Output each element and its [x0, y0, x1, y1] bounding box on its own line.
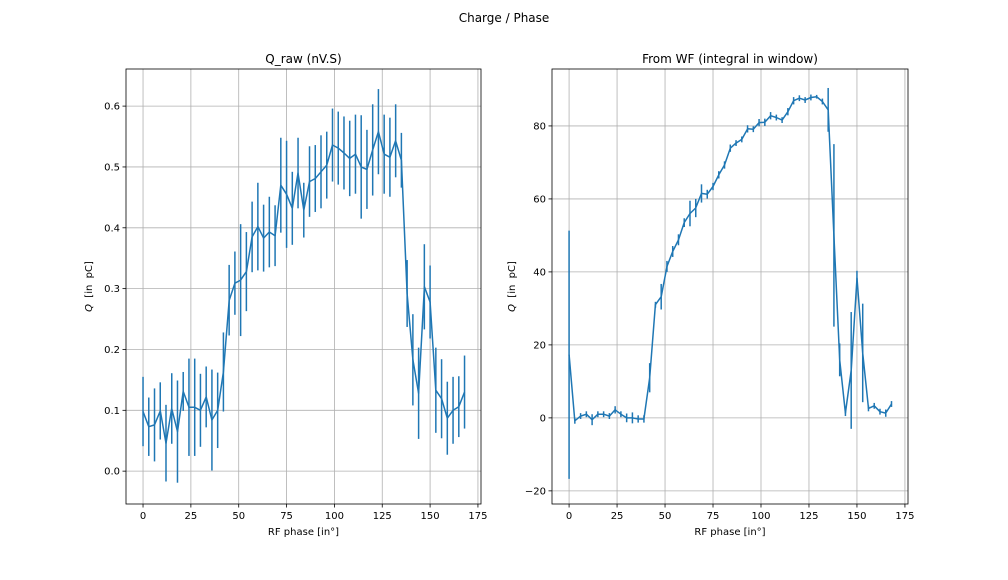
- x-tick-label: 0: [140, 511, 146, 522]
- x-tick-label: 150: [847, 511, 866, 522]
- y-axis-label-symbol: Q: [84, 304, 95, 312]
- x-tick-label: 175: [895, 511, 914, 522]
- data-line: [142, 130, 466, 444]
- x-tick-label: 125: [373, 511, 392, 522]
- x-tick-label: 25: [185, 511, 198, 522]
- subplot-title: From WF (integral in window): [642, 52, 818, 66]
- y-tick-label: 0.1: [104, 406, 120, 417]
- y-axis-label-unit: [in pC]: [507, 261, 518, 304]
- x-tick-label: 50: [232, 511, 245, 522]
- x-axis-label: RF phase [in°]: [694, 527, 765, 538]
- y-tick-label: 0.5: [104, 162, 120, 173]
- data-line: [568, 95, 893, 422]
- subplot-title: Q_raw (nV.S): [265, 52, 341, 66]
- subplot-from-wf: 0 25 50 75 100 125 150 175 −20 0 20 40 60 80 From WF (…: [507, 52, 914, 538]
- axes-frame: [551, 68, 909, 505]
- y-tick-label: 0.3: [104, 284, 120, 295]
- x-tick-label: 75: [707, 511, 720, 522]
- x-tick-label: 175: [468, 511, 487, 522]
- y-tick-label: 40: [533, 267, 546, 278]
- y-axis-label: Q [in pC]: [507, 261, 518, 312]
- y-tick-label: 0: [540, 413, 546, 424]
- subplot-q-raw: 0 25 50 75 100 125 150 175 0.0 0.1 0.2 0.3 0.4 0.5 0.6…: [84, 52, 487, 538]
- y-tick-label: 60: [533, 194, 546, 205]
- y-tick-label: 0.2: [104, 345, 120, 356]
- x-tick-label: 150: [421, 511, 440, 522]
- y-tick-label: 0.6: [104, 102, 120, 113]
- y-tick-label: 80: [533, 121, 546, 132]
- y-axis-label: Q [in pC]: [84, 261, 95, 312]
- x-tick-label: 100: [751, 511, 770, 522]
- x-tick-label: 75: [280, 511, 293, 522]
- x-tick-label: 50: [659, 511, 672, 522]
- y-axis-label-symbol: Q: [507, 304, 518, 312]
- x-axis-label: RF phase [in°]: [268, 527, 339, 538]
- y-tick-label: −20: [525, 486, 546, 497]
- figure-title: Charge / Phase: [459, 11, 550, 25]
- x-tick-label: 0: [566, 511, 572, 522]
- y-tick-label: 20: [533, 340, 546, 351]
- x-tick-label: 125: [799, 511, 818, 522]
- axes-frame: [125, 68, 482, 505]
- x-tick-label: 100: [325, 511, 344, 522]
- y-axis-label-unit: [in pC]: [84, 261, 95, 304]
- x-tick-label: 25: [611, 511, 624, 522]
- y-tick-label: 0.4: [104, 223, 120, 234]
- y-tick-label: 0.0: [104, 467, 120, 478]
